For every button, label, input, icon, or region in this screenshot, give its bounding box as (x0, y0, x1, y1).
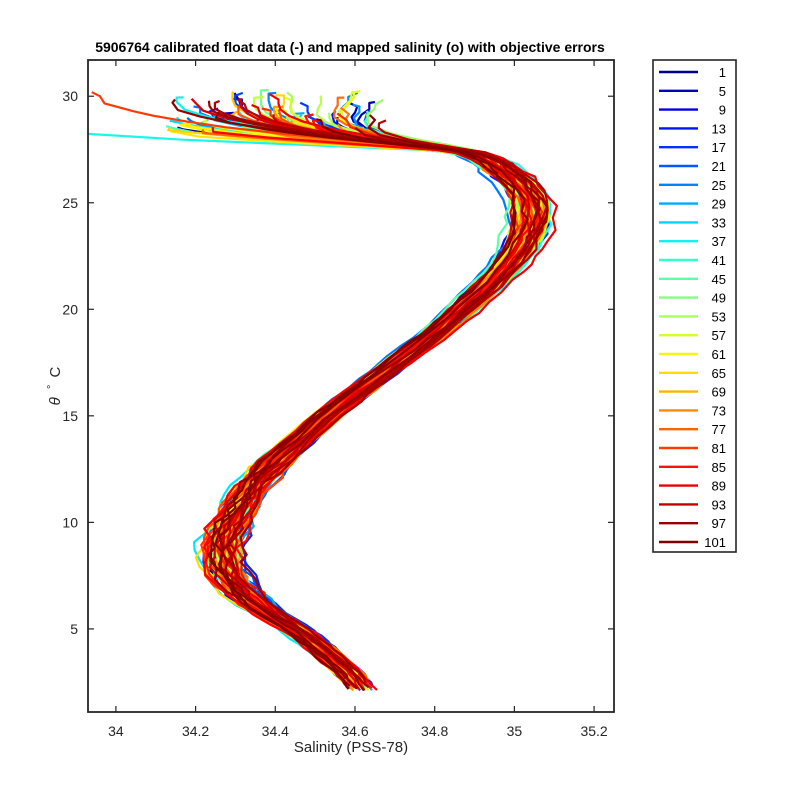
profile-line (231, 110, 545, 680)
legend-box (652, 59, 737, 553)
profile-line (213, 99, 543, 689)
legend-entry-label: 29 (712, 197, 726, 212)
legend-entry-label: 57 (712, 328, 726, 343)
profile-line (235, 109, 537, 682)
x-tick-label: 34 (108, 723, 124, 739)
profile-line (226, 114, 542, 684)
y-tick-label: 30 (62, 88, 78, 104)
x-axis: 34 34.2 34.4 34.6 34.8 35 35.2 (108, 60, 608, 739)
legend-entry-label: 21 (712, 159, 726, 174)
profile-line (228, 116, 540, 682)
legend-entry-label: 45 (712, 272, 726, 287)
legend-entry-label: 5 (719, 84, 726, 99)
y-tick-label: 10 (62, 514, 78, 530)
profile-line (221, 105, 534, 679)
chart-title: 5906764 calibrated float data (-) and ma… (95, 39, 605, 55)
profile-line (171, 98, 549, 692)
profile-line (229, 128, 542, 685)
legend-entry-label: 13 (712, 121, 726, 136)
legend-entry-label: 65 (712, 366, 726, 381)
legend-entry-label: 69 (712, 385, 726, 400)
profile-line (223, 110, 537, 679)
profile-line (229, 117, 543, 688)
profile-line (229, 96, 547, 679)
x-tick-label: 35 (507, 723, 523, 739)
x-tick-label: 34.8 (421, 723, 448, 739)
legend-entry-label: 17 (712, 140, 726, 155)
y-tick-label: 5 (70, 621, 78, 637)
profile-line (224, 117, 527, 680)
series-layer (88, 89, 558, 692)
profile-line (235, 115, 541, 688)
y-tick-label: 15 (62, 408, 78, 424)
x-tick-label: 34.4 (262, 723, 289, 739)
y-axis-label: θ ° C (42, 366, 64, 405)
profile-line (88, 132, 538, 681)
profile-line (230, 130, 536, 687)
legend: 1 5 9 13 17 21 25 29 33 37 41 45 49 53 57 61 65 69 73 77 81 8… (659, 65, 726, 550)
legend-entry-label: 73 (712, 403, 726, 418)
profile-line (226, 119, 549, 684)
profile-line (219, 98, 548, 682)
y-axis: 5 10 15 20 25 30 (62, 88, 614, 637)
svg-text:θ ° C: θ ° C (42, 366, 64, 405)
legend-entry-label: 101 (704, 535, 726, 550)
profile-line (234, 129, 546, 681)
legend-entry-label: 97 (712, 516, 726, 531)
x-tick-label: 34.6 (341, 723, 368, 739)
legend-entry-label: 89 (712, 479, 726, 494)
legend-entry-label: 81 (712, 441, 726, 456)
profile-line (209, 118, 517, 690)
legend-entry-label: 37 (712, 234, 726, 249)
profile-line (239, 126, 540, 680)
legend-entry-label: 9 (719, 103, 726, 118)
plot-frame (87, 59, 615, 713)
legend-entry-label: 61 (712, 347, 726, 362)
profile-line (214, 111, 529, 690)
legend-entry-label: 49 (712, 291, 726, 306)
legend-entry-label: 77 (712, 422, 726, 437)
y-axis-label-degree: ° (46, 385, 58, 389)
legend-entry-label: 93 (712, 497, 726, 512)
y-tick-label: 20 (62, 301, 78, 317)
profile-line (235, 112, 536, 691)
legend-entry-label: 33 (712, 215, 726, 230)
x-tick-label: 35.2 (580, 723, 607, 739)
legend-entry-label: 25 (712, 178, 726, 193)
profile-line (225, 101, 550, 689)
profile-line (225, 101, 537, 681)
profile-line (227, 103, 527, 683)
y-tick-label: 25 (62, 195, 78, 211)
legend-entry-label: 53 (712, 309, 726, 324)
profile-line (239, 126, 542, 687)
y-axis-label-unit: C (47, 366, 64, 377)
x-axis-label: Salinity (PSS-78) (294, 739, 408, 756)
profile-line (228, 116, 536, 684)
legend-entry-label: 41 (712, 253, 726, 268)
x-tick-label: 34.2 (182, 723, 209, 739)
profile-line (235, 113, 540, 690)
legend-entry-label: 1 (719, 65, 726, 80)
profile-line (91, 91, 540, 681)
legend-entry-label: 85 (712, 460, 726, 475)
y-axis-label-symbol: θ (47, 397, 64, 405)
